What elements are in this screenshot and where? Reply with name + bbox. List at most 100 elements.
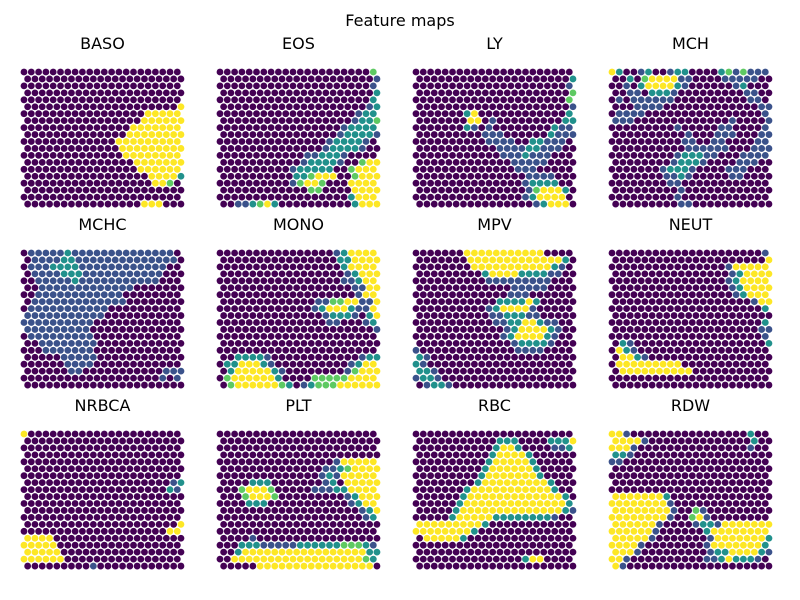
- hex-cell: [27, 291, 35, 299]
- hex-cell: [315, 117, 322, 125]
- hex-cell: [685, 75, 693, 83]
- hex-cell: [264, 186, 271, 194]
- hex-cell: [500, 193, 507, 201]
- hex-cell: [514, 193, 522, 201]
- hex-cell: [245, 541, 253, 549]
- hex-cell: [562, 312, 570, 319]
- hex-cell: [441, 152, 449, 159]
- hex-cell: [732, 165, 740, 173]
- hex-cell: [71, 527, 79, 535]
- hex-cell: [714, 158, 722, 166]
- hex-cell: [670, 89, 678, 97]
- hex-cell: [337, 298, 344, 306]
- hex-cell: [318, 138, 326, 145]
- hex-cell: [104, 437, 112, 445]
- hex-cell: [565, 138, 573, 145]
- hex-cell: [333, 124, 341, 131]
- hex-cell: [481, 172, 489, 180]
- hex-cell: [223, 527, 231, 535]
- hex-cell: [42, 541, 50, 549]
- hex-cell: [115, 110, 123, 118]
- hex-cell: [264, 284, 271, 292]
- hex-cell: [754, 110, 762, 118]
- hex-cell: [670, 465, 678, 473]
- hex-cell: [318, 82, 326, 90]
- hex-cell: [46, 200, 53, 208]
- hex-cell: [416, 367, 424, 375]
- hex-cell: [242, 145, 249, 152]
- hex-cell: [536, 263, 544, 271]
- hex-cell: [659, 138, 667, 145]
- hex-cell: [474, 131, 482, 138]
- hex-cell: [304, 430, 311, 438]
- hex-cell: [333, 82, 341, 90]
- hex-cell: [64, 360, 72, 368]
- hex-cell: [20, 249, 28, 257]
- hex-cell: [89, 89, 97, 97]
- hex-cell: [533, 270, 540, 278]
- hex-cell: [645, 152, 652, 159]
- hex-cell: [554, 172, 562, 180]
- hex-cell: [71, 555, 79, 563]
- hex-cell: [463, 193, 471, 201]
- hex-cell: [569, 353, 577, 361]
- hex-cell: [419, 305, 427, 312]
- hex-cell: [750, 451, 758, 459]
- hex-cell: [427, 360, 434, 368]
- hex-cell: [355, 305, 363, 312]
- hex-cell: [758, 298, 766, 306]
- hex-cell: [489, 256, 497, 264]
- hex-cell: [141, 534, 148, 542]
- hex-cell: [329, 256, 337, 264]
- hex-cell: [522, 249, 529, 257]
- hex-cell: [743, 284, 751, 292]
- hex-cell: [540, 507, 548, 514]
- hex-cell: [271, 117, 279, 125]
- hex-cell: [340, 430, 348, 438]
- hex-cell: [692, 145, 700, 152]
- hex-cell: [24, 479, 32, 487]
- hex-cell: [242, 534, 249, 542]
- hex-cell: [31, 437, 39, 445]
- hex-cell: [304, 68, 311, 76]
- hex-cell: [449, 472, 456, 480]
- hex-cell: [71, 541, 79, 549]
- hex-cell: [42, 82, 50, 90]
- hex-cell: [471, 110, 478, 118]
- hex-cell: [31, 172, 39, 180]
- hex-cell: [419, 96, 427, 104]
- hex-cell: [656, 451, 663, 459]
- hex-cell: [412, 374, 420, 382]
- hex-cell: [525, 131, 533, 138]
- hex-cell: [562, 200, 570, 208]
- hex-cell: [24, 381, 32, 389]
- hex-cell: [245, 249, 253, 257]
- hex-cell: [667, 138, 674, 145]
- hex-cell: [82, 507, 90, 514]
- hex-cell: [46, 172, 53, 180]
- hex-cell: [285, 312, 293, 319]
- hex-cell: [652, 152, 660, 159]
- hex-cell: [430, 339, 438, 347]
- hex-cell: [351, 339, 359, 347]
- hex-cell: [38, 89, 46, 97]
- hex-cell: [296, 486, 304, 493]
- hex-cell: [31, 158, 39, 166]
- hex-cell: [474, 520, 482, 528]
- hex-cell: [100, 165, 108, 173]
- hex-cell: [529, 68, 537, 76]
- hex-cell: [326, 263, 333, 271]
- hex-cell: [441, 110, 449, 118]
- hex-cell: [677, 465, 685, 473]
- hex-cell: [93, 110, 101, 118]
- hex-cell: [430, 381, 438, 389]
- hex-cell: [423, 437, 431, 445]
- hex-cell: [681, 165, 689, 173]
- hex-cell: [416, 75, 424, 83]
- hex-cell: [630, 179, 638, 187]
- hex-cell: [562, 117, 570, 125]
- hex-cell: [318, 346, 326, 354]
- hex-cell: [86, 124, 94, 131]
- hex-cell: [623, 179, 630, 187]
- hex-cell: [489, 186, 497, 194]
